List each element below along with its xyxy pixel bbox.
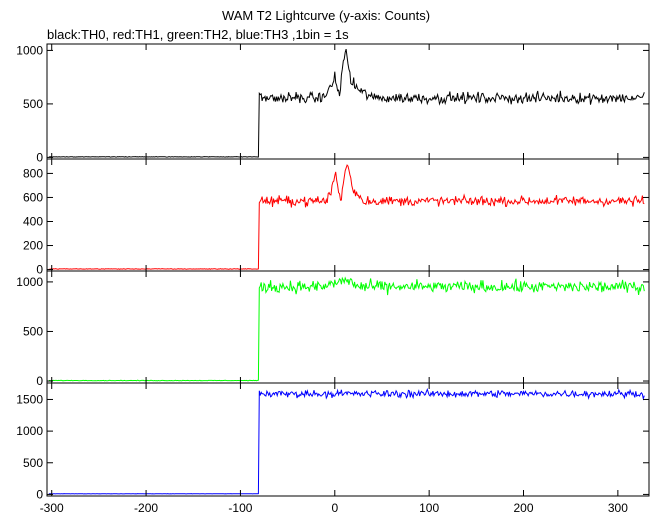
y-tick-label: 0 [36,150,43,164]
x-tick-label: -300 [40,501,64,515]
panel-frame-th2 [46,270,650,384]
chart-subtitle: black:TH0, red:TH1, green:TH2, blue:TH3 … [47,27,349,42]
y-tick-label: 1000 [16,424,43,438]
x-tick-label: 100 [419,501,439,515]
x-tick-label: 0 [331,501,338,515]
y-tick-label: 400 [23,214,43,228]
chart-title: WAM T2 Lightcurve (y-axis: Counts) [221,8,431,23]
y-tick-label: 800 [23,166,43,180]
y-tick-label: 1500 [16,392,43,406]
y-tick-label: 600 [23,190,43,204]
y-tick-label: 200 [23,239,43,253]
y-tick-label: 1000 [16,275,43,289]
y-tick-label: 0 [36,263,43,277]
series-line-th2 [48,276,645,382]
panel-frame-th3 [46,382,650,497]
x-tick-label: 200 [513,501,533,515]
y-tick-label: 0 [36,487,43,501]
y-tick-label: 500 [23,97,43,111]
y-tick-label: 500 [23,456,43,470]
series-line-th0 [48,48,645,158]
series-line-th1 [48,164,645,270]
y-tick-label: 0 [36,374,43,388]
x-tick-label: 300 [608,501,628,515]
y-tick-label: 500 [23,324,43,338]
y-tick-label: 1000 [16,43,43,57]
series-line-th3 [48,387,645,495]
x-tick-label: -100 [228,501,252,515]
x-tick-label: -200 [134,501,158,515]
panel-frame-th1 [46,158,650,272]
